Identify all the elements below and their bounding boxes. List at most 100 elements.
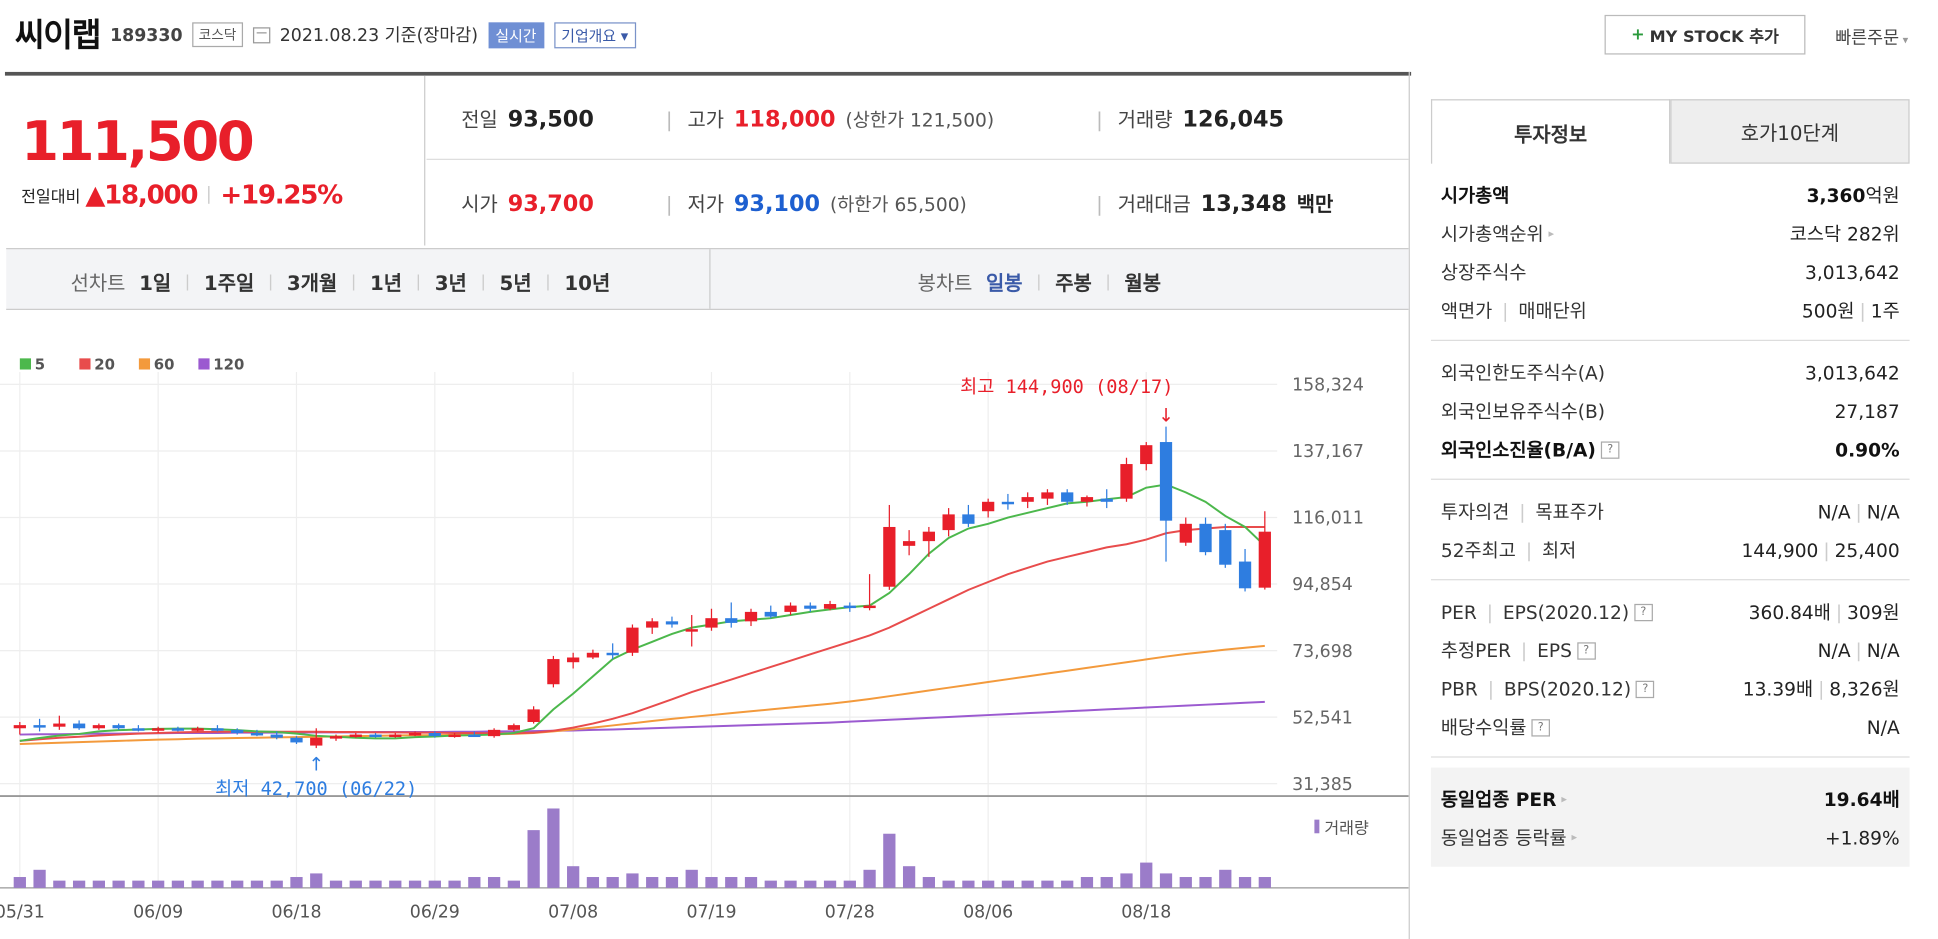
info-value: 13.39배 | 8,326원	[1743, 676, 1900, 702]
volume-bar	[290, 877, 303, 888]
info-value-main: 27,187	[1834, 399, 1900, 423]
help-icon[interactable]: ?	[1576, 641, 1596, 660]
candle-chart-title: 봉차트	[917, 271, 973, 296]
tab-separator: |	[545, 272, 551, 291]
candle-period-tab[interactable]: 월봉	[1124, 271, 1162, 296]
stock-chart[interactable]: 5 20 60 120 158,324 137,167 116,011 94,854 73,69…	[0, 310, 1409, 939]
help-icon[interactable]: ?	[1634, 603, 1653, 621]
divider: |	[1525, 538, 1533, 562]
volume-bar	[606, 877, 619, 888]
high-annotation: 최고 144,900 (08/17)	[960, 377, 1173, 398]
volume-bar	[982, 880, 995, 888]
candle-body	[1159, 442, 1173, 521]
volume-bar	[1041, 880, 1054, 888]
info-value-main: 3,013,642	[1805, 261, 1900, 284]
volume-bar	[369, 880, 382, 888]
company-overview-dropdown[interactable]: 기업개요 ▾	[553, 21, 636, 48]
info-label[interactable]: 동일업종 PER ▸	[1441, 786, 1567, 812]
info-label[interactable]: 배당수익률?	[1441, 714, 1551, 740]
line-period-tab[interactable]: 5년	[499, 271, 532, 296]
y-tick-label: 158,324	[1292, 376, 1364, 396]
line-period-tab[interactable]: 3개월	[286, 271, 338, 296]
volume-bar	[665, 877, 679, 888]
y-tick-label: 116,011	[1292, 509, 1364, 529]
high-arrow-icon: ↓	[1158, 406, 1174, 427]
arrow-right-icon[interactable]: ▸	[1571, 831, 1578, 844]
info-label[interactable]: 동일업종 등락률 ▸	[1441, 825, 1577, 851]
candle-period-tab[interactable]: 주봉	[1055, 271, 1092, 296]
info-label[interactable]: 시가총액순위 ▸	[1441, 221, 1554, 247]
candle-body	[152, 728, 165, 731]
change-amount: 18,000	[104, 179, 198, 210]
volume-bar	[1021, 880, 1034, 888]
info-key-2: BPS(2020.12)	[1503, 677, 1632, 700]
tab-separator: |	[267, 272, 274, 291]
tab-separator: |	[1105, 272, 1111, 291]
info-value: 코스닥 282위	[1790, 221, 1900, 247]
side-info-groups: 시가총액 3,360억원 시가총액순위 ▸ 코스닥 282위 상장주식수 3,013,642…	[1430, 164, 1910, 867]
divider: |	[1487, 677, 1494, 700]
x-tick-label: 06/09	[133, 903, 183, 923]
arrow-right-icon[interactable]: ▸	[1561, 792, 1568, 806]
candle-body	[468, 734, 481, 738]
tab-separator: |	[415, 272, 422, 291]
candle-period-tab[interactable]: 일봉	[986, 271, 1023, 296]
info-row: 동일업종 등락률 ▸ +1.89%	[1441, 818, 1900, 856]
line-period-tab[interactable]: 1년	[369, 271, 403, 296]
volume-bar	[191, 880, 204, 888]
candle-body	[764, 611, 777, 617]
info-key-2: EPS	[1537, 639, 1572, 662]
legend-label: 60	[154, 356, 175, 374]
tab-separator: |	[184, 272, 191, 291]
volume-bar	[310, 873, 323, 888]
stat-value: 93,700	[507, 190, 594, 217]
info-label[interactable]: PER | EPS(2020.12)?	[1441, 601, 1653, 623]
info-label[interactable]: PBR | BPS(2020.12)?	[1441, 678, 1655, 700]
info-value-main: N/A	[1866, 716, 1900, 739]
add-my-stock-button[interactable]: + MY STOCK 추가	[1604, 14, 1806, 55]
info-value-main: 144,900	[1741, 538, 1819, 562]
arrow-right-icon[interactable]: ▸	[1548, 227, 1555, 240]
candle-body	[962, 514, 975, 524]
help-icon[interactable]: ?	[1600, 440, 1620, 459]
line-period-tab[interactable]: 3년	[434, 271, 467, 296]
tab-order-book[interactable]: 호가10단계	[1670, 99, 1910, 164]
stats-row-2: 시가 93,700 | 저가 93,100 (하한가 65,500) | 거래대금 13,3…	[427, 160, 1409, 244]
candle-body	[685, 629, 698, 632]
info-key: 액면가	[1440, 300, 1493, 323]
volume-bar	[329, 880, 343, 888]
quick-order-dropdown[interactable]: 빠른주문	[1835, 25, 1908, 50]
line-period-tab[interactable]: 1일	[139, 271, 172, 296]
candle-body	[369, 734, 382, 738]
info-row: 액면가 | 매매단위 500원 | 1주	[1441, 291, 1900, 329]
info-key: 외국인한도주식수(A)	[1440, 362, 1606, 385]
info-key: 외국인소진율(B/A)	[1440, 438, 1596, 462]
volume-bar	[764, 880, 777, 888]
stat-unit: 백만	[1296, 192, 1334, 216]
info-value: 27,187	[1835, 400, 1900, 422]
tab-separator: |	[350, 272, 357, 291]
candle-body	[507, 725, 520, 730]
chart-period-tabs: 선차트 1일 | 1주일 | 3개월 | 1년 | 3년 | 5년 | 10년 봉차트 일봉 | 주봉 | 월봉	[6, 248, 1409, 310]
info-label[interactable]: 외국인소진율(B/A)?	[1441, 436, 1620, 462]
realtime-button[interactable]: 실시간	[487, 21, 544, 48]
help-icon[interactable]: ?	[1636, 680, 1655, 698]
info-value-2: 1주	[1870, 300, 1900, 323]
divider: |	[1520, 639, 1528, 662]
volume-bar	[823, 880, 837, 888]
divider: |	[1823, 538, 1830, 562]
line-period-tab[interactable]: 10년	[564, 271, 611, 296]
tab-investment-info[interactable]: 투자정보	[1430, 99, 1671, 164]
info-value-2: N/A	[1866, 500, 1900, 523]
info-label[interactable]: 추정PER | EPS?	[1441, 637, 1596, 663]
candle-body	[863, 605, 876, 609]
line-period-tab[interactable]: 1주일	[203, 271, 255, 296]
candle-body	[329, 736, 343, 739]
volume-bar	[507, 880, 520, 888]
upper-limit: (상한가 121,500)	[845, 108, 995, 131]
help-icon[interactable]: ?	[1531, 718, 1551, 736]
candle-body	[1258, 531, 1271, 588]
calendar-icon[interactable]	[252, 27, 270, 44]
info-value: N/A | N/A	[1818, 500, 1900, 522]
info-value-main: 코스닥 282위	[1789, 223, 1900, 246]
